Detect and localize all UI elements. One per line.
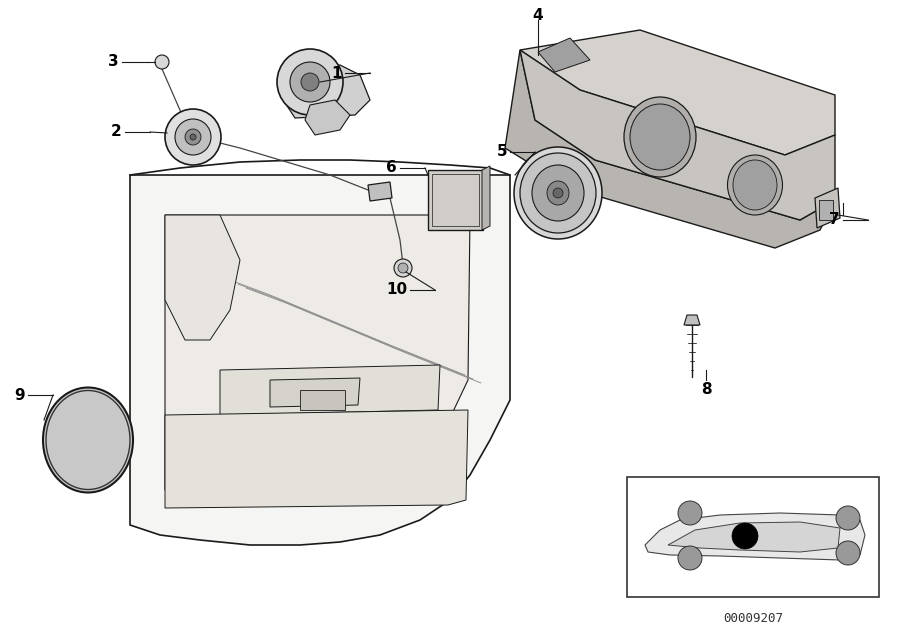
Bar (432, 174, 479, 226)
Polygon shape (220, 365, 440, 415)
Polygon shape (165, 410, 468, 508)
Ellipse shape (733, 160, 777, 210)
Polygon shape (280, 65, 370, 118)
Ellipse shape (624, 97, 696, 177)
Circle shape (165, 109, 221, 165)
Polygon shape (668, 522, 840, 552)
Text: 5: 5 (497, 145, 507, 159)
Circle shape (553, 188, 563, 198)
Circle shape (678, 501, 702, 525)
Polygon shape (482, 166, 490, 230)
Text: 00009207: 00009207 (723, 612, 783, 624)
Bar (300, 390, 345, 410)
Ellipse shape (630, 104, 690, 170)
Polygon shape (165, 215, 470, 504)
Circle shape (290, 62, 330, 102)
Bar (428, 170, 483, 230)
Polygon shape (368, 182, 392, 201)
Polygon shape (305, 100, 350, 135)
Circle shape (301, 73, 319, 91)
Polygon shape (520, 50, 835, 220)
Text: 4: 4 (533, 8, 544, 22)
Circle shape (277, 49, 343, 115)
Circle shape (185, 129, 201, 145)
Circle shape (732, 523, 758, 549)
Circle shape (190, 134, 196, 140)
Text: 6: 6 (386, 161, 397, 175)
Circle shape (836, 541, 860, 565)
Text: 3: 3 (108, 55, 119, 69)
Ellipse shape (520, 153, 596, 233)
Polygon shape (165, 215, 240, 340)
Text: 1: 1 (331, 65, 342, 81)
Polygon shape (538, 38, 590, 72)
Circle shape (155, 55, 169, 69)
Text: 8: 8 (701, 382, 711, 398)
Polygon shape (130, 175, 510, 545)
Ellipse shape (514, 147, 602, 239)
Circle shape (678, 546, 702, 570)
Polygon shape (684, 315, 700, 325)
Bar (627, 477, 879, 597)
Polygon shape (815, 188, 840, 228)
Polygon shape (270, 378, 360, 407)
Text: 10: 10 (386, 283, 407, 298)
Bar (819, 200, 833, 220)
Circle shape (398, 263, 408, 273)
Polygon shape (505, 50, 835, 248)
Text: 9: 9 (14, 387, 25, 403)
Ellipse shape (547, 181, 569, 205)
Ellipse shape (532, 165, 584, 221)
Ellipse shape (43, 387, 133, 493)
Circle shape (836, 506, 860, 530)
Ellipse shape (727, 155, 782, 215)
Text: 7: 7 (830, 213, 840, 227)
Text: 2: 2 (112, 124, 122, 140)
Polygon shape (645, 513, 865, 560)
Circle shape (394, 259, 412, 277)
Polygon shape (520, 30, 835, 155)
Circle shape (175, 119, 211, 155)
